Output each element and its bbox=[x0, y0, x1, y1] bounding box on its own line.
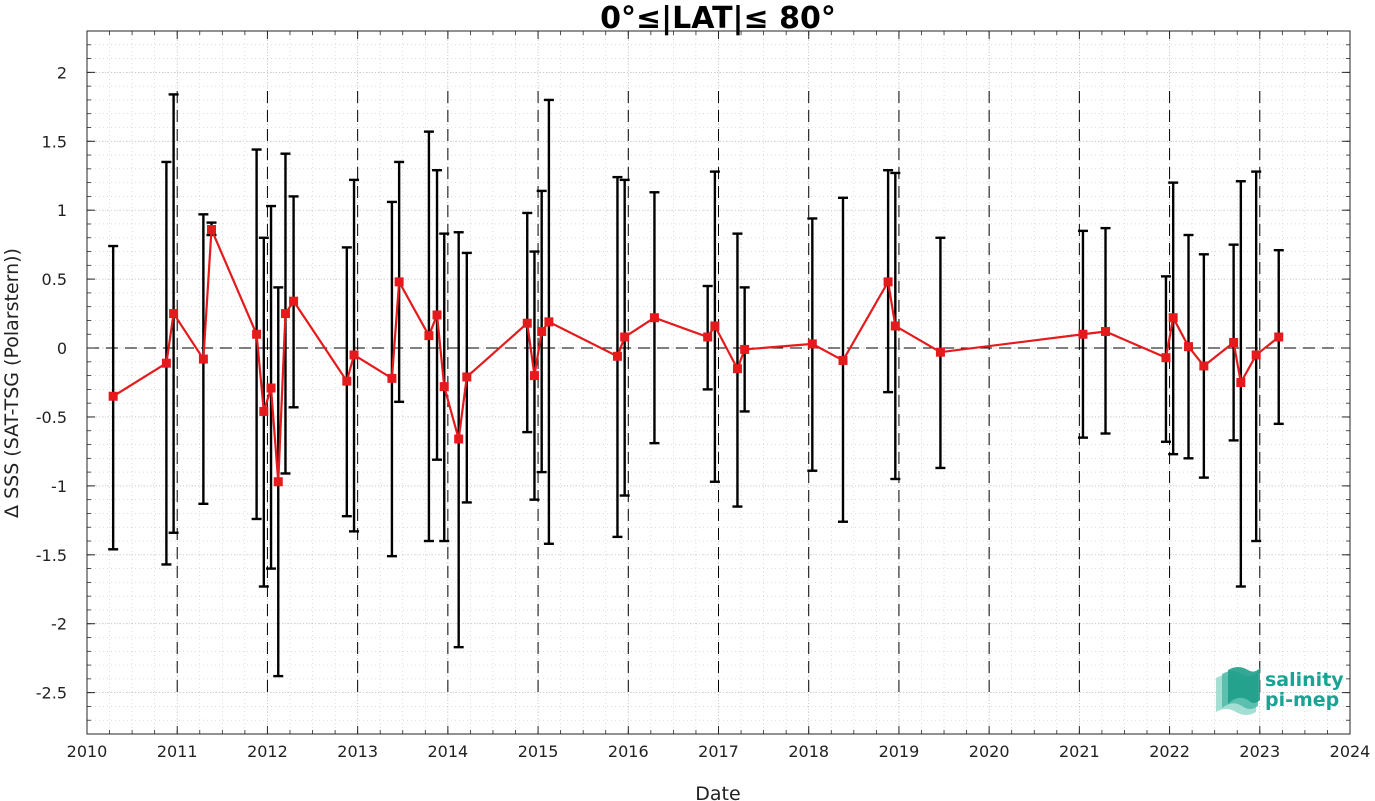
data-point-marker bbox=[1229, 338, 1239, 348]
x-tick-label: 2018 bbox=[788, 742, 829, 761]
series-line bbox=[112, 229, 1280, 482]
data-point-marker bbox=[838, 355, 848, 365]
data-point-marker bbox=[108, 391, 118, 401]
x-tick-label: 2013 bbox=[337, 742, 378, 761]
data-point-marker bbox=[544, 317, 554, 327]
data-point-marker bbox=[1101, 326, 1111, 336]
data-point-marker bbox=[620, 332, 630, 342]
data-point-marker bbox=[935, 347, 945, 357]
x-tick-label: 2020 bbox=[969, 742, 1010, 761]
y-tick-label: 0 bbox=[57, 339, 67, 358]
x-axis-label: Date bbox=[695, 783, 740, 801]
x-tick-label: 2019 bbox=[879, 742, 920, 761]
y-tick-label: 1.5 bbox=[42, 132, 67, 151]
data-point-marker bbox=[890, 321, 900, 331]
data-point-marker bbox=[198, 354, 208, 364]
data-point-marker bbox=[432, 310, 442, 320]
data-point-markers bbox=[108, 224, 1284, 487]
data-point-marker bbox=[169, 309, 179, 319]
data-point-marker bbox=[537, 326, 547, 336]
y-tick-label: -2.5 bbox=[36, 684, 67, 703]
data-point-marker bbox=[342, 376, 352, 386]
chart-title: 0°≤|LAT|≤ 80° bbox=[600, 1, 836, 36]
y-tick-label: 0.5 bbox=[42, 270, 67, 289]
data-point-marker bbox=[1199, 361, 1209, 371]
data-point-marker bbox=[394, 277, 404, 287]
data-point-marker bbox=[522, 318, 532, 328]
y-tick-labels: -2.5 -2 -1.5 -1 -0.5 0 0.5 1 1.5 2 bbox=[36, 63, 67, 702]
data-point-marker bbox=[259, 406, 269, 416]
year-marker-lines bbox=[176, 91, 1261, 692]
data-point-marker bbox=[349, 350, 359, 360]
salinity-pi-mep-logo: salinity pi-mep bbox=[1216, 667, 1344, 715]
axis-ticks bbox=[86, 30, 1351, 735]
x-tick-label: 2022 bbox=[1149, 742, 1190, 761]
data-point-marker bbox=[439, 382, 449, 392]
y-tick-label: -1 bbox=[51, 477, 67, 496]
data-point-marker bbox=[1251, 350, 1261, 360]
data-point-marker bbox=[649, 313, 659, 323]
data-point-marker bbox=[387, 373, 397, 383]
data-point-marker bbox=[1184, 342, 1194, 352]
x-tick-label: 2023 bbox=[1239, 742, 1280, 761]
x-tick-label: 2014 bbox=[427, 742, 468, 761]
data-point-marker bbox=[612, 351, 622, 361]
data-point-marker bbox=[883, 277, 893, 287]
data-point-marker bbox=[273, 477, 283, 487]
data-point-marker bbox=[161, 358, 171, 368]
logo-text-salinity: salinity bbox=[1265, 669, 1344, 691]
logo-text-pi-mep: pi-mep bbox=[1265, 689, 1339, 711]
data-point-marker bbox=[280, 309, 290, 319]
y-tick-label: -1.5 bbox=[36, 546, 67, 565]
data-point-marker bbox=[807, 339, 817, 349]
x-tick-label: 2024 bbox=[1330, 742, 1371, 761]
data-point-marker bbox=[1168, 313, 1178, 323]
data-point-marker bbox=[529, 371, 539, 381]
x-tick-label: 2012 bbox=[247, 742, 288, 761]
data-point-marker bbox=[252, 329, 262, 339]
data-point-marker bbox=[424, 331, 434, 341]
data-point-marker bbox=[206, 224, 216, 234]
data-point-marker bbox=[289, 296, 299, 306]
x-tick-label: 2011 bbox=[157, 742, 198, 761]
logo-waves-icon bbox=[1216, 667, 1260, 715]
data-point-marker bbox=[462, 372, 472, 382]
data-point-marker bbox=[703, 332, 713, 342]
data-point-marker bbox=[454, 434, 464, 444]
y-tick-label: 1 bbox=[57, 201, 67, 220]
data-point-marker bbox=[732, 364, 742, 374]
data-point-marker bbox=[266, 383, 276, 393]
x-tick-label: 2016 bbox=[608, 742, 649, 761]
x-tick-label: 2021 bbox=[1059, 742, 1100, 761]
y-tick-label: -2 bbox=[51, 615, 67, 634]
minor-grid bbox=[86, 30, 1351, 735]
x-tick-label: 2010 bbox=[67, 742, 108, 761]
error-bars bbox=[108, 93, 1284, 678]
data-point-marker bbox=[740, 344, 750, 354]
data-point-marker bbox=[710, 321, 720, 331]
y-tick-label: 2 bbox=[57, 63, 67, 82]
x-tick-label: 2015 bbox=[518, 742, 559, 761]
y-tick-label: -0.5 bbox=[36, 408, 67, 427]
x-tick-labels: 2010 2011 2012 2013 2014 2015 2016 2017 2018 2019… bbox=[67, 742, 1371, 761]
data-point-marker bbox=[1078, 329, 1088, 339]
y-axis-label: Δ SSS (SAT-TSG (Polarstern)) bbox=[1, 248, 23, 518]
data-point-marker bbox=[1161, 353, 1171, 363]
data-point-marker bbox=[1274, 332, 1284, 342]
x-tick-label: 2017 bbox=[698, 742, 739, 761]
data-point-marker bbox=[1236, 378, 1246, 387]
